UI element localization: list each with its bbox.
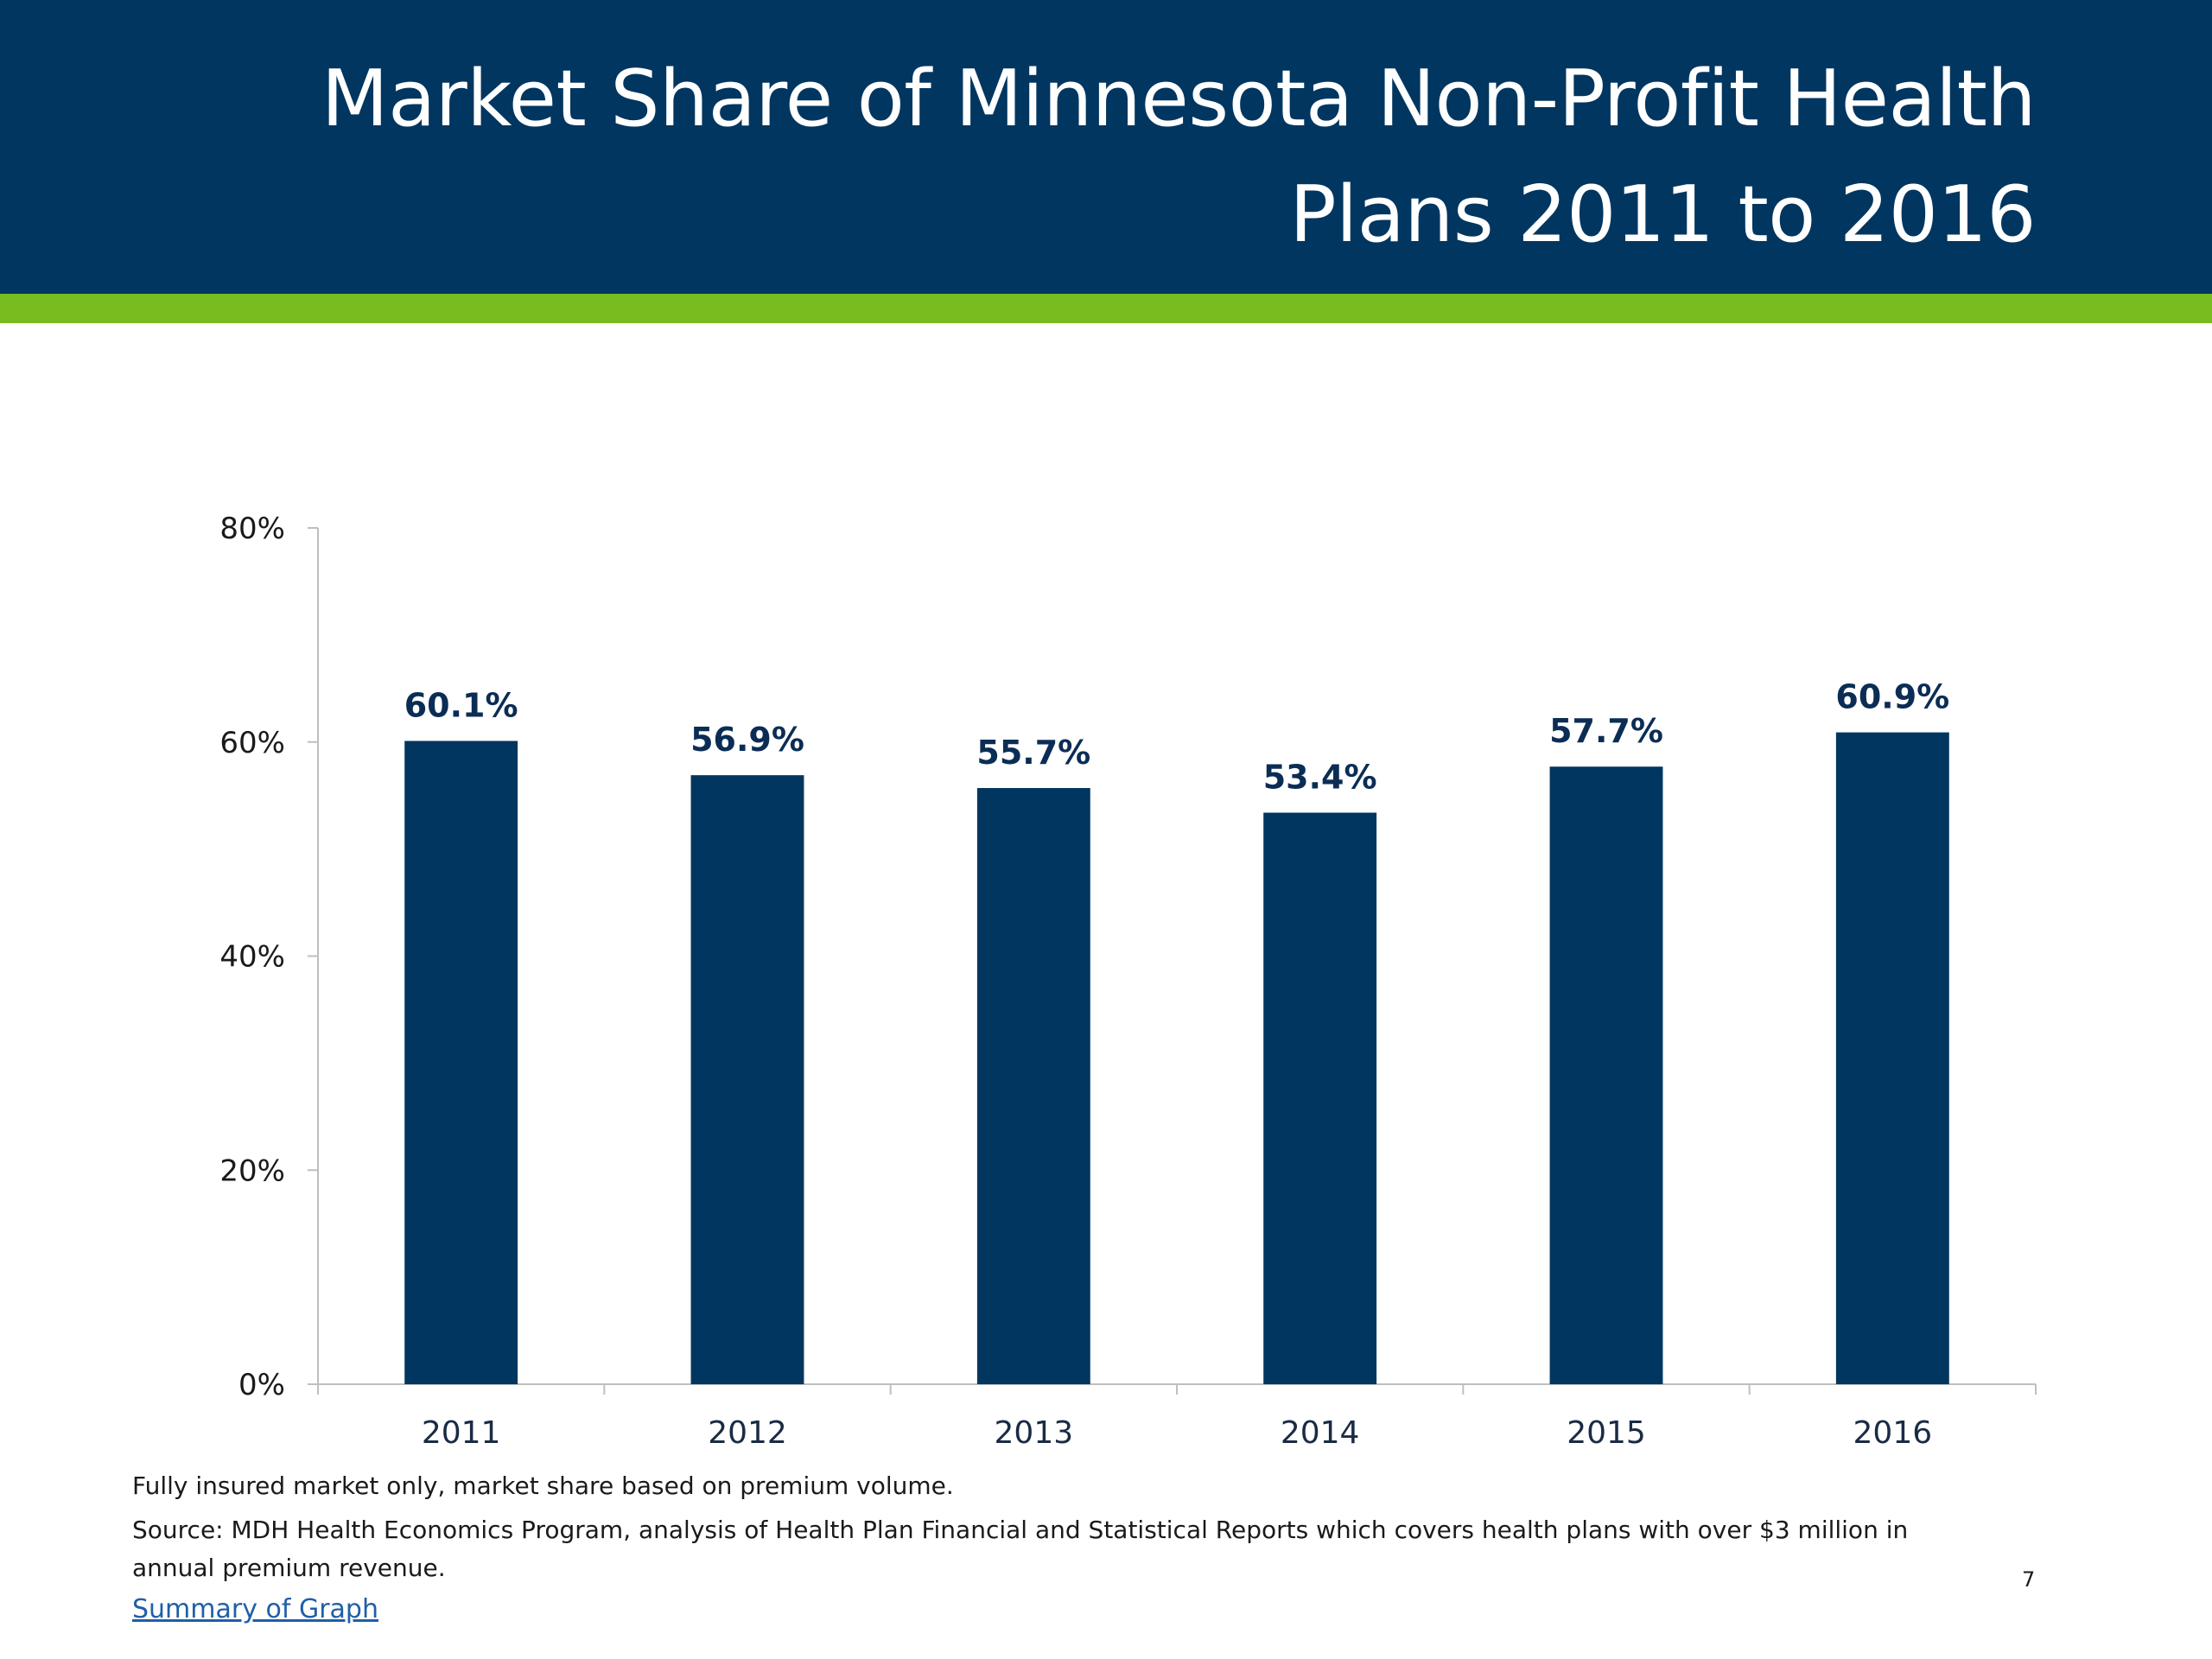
chart-bars — [404, 732, 1949, 1384]
title-banner: Market Share of Minnesota Non-Profit Hea… — [0, 0, 2212, 294]
bar — [1549, 766, 1663, 1384]
y-tick-label: 0% — [238, 1368, 285, 1402]
y-tick-label: 20% — [219, 1154, 285, 1188]
data-label: 53.4% — [1263, 759, 1377, 797]
data-label: 60.1% — [404, 687, 518, 725]
x-tick-label: 2013 — [995, 1415, 1074, 1451]
bar — [976, 788, 1090, 1384]
x-tick-label: 2012 — [708, 1415, 787, 1451]
bar — [690, 775, 804, 1384]
x-tick-label: 2014 — [1281, 1415, 1360, 1451]
summary-of-graph-link[interactable]: Summary of Graph — [132, 1594, 378, 1624]
x-tick-label: 2011 — [422, 1415, 501, 1451]
data-label: 56.9% — [690, 721, 804, 759]
bar — [1835, 732, 1949, 1384]
page-number: 7 — [2022, 1567, 2036, 1592]
y-tick-label: 40% — [219, 940, 285, 975]
x-tick-label: 2016 — [1853, 1415, 1933, 1451]
bar-chart: 0% 20% 40% 60% 80% 60.1% 2011 56.9% 2012 55.7% 201… — [219, 512, 2037, 1451]
slide-title: Market Share of Minnesota Non-Profit Hea… — [48, 41, 2037, 273]
chart-labels: 0% 20% 40% 60% 80% 60.1% 2011 56.9% 2012 55.7% 201… — [219, 512, 1949, 1451]
data-label: 60.9% — [1835, 678, 1949, 716]
accent-stripe — [0, 294, 2212, 323]
data-label: 55.7% — [976, 734, 1090, 772]
y-tick-label: 60% — [219, 726, 285, 760]
y-tick-label: 80% — [219, 512, 285, 546]
source-note: Source: MDH Health Economics Program, an… — [132, 1516, 1909, 1582]
slide-title-line-1: Market Share of Minnesota Non-Profit Hea… — [321, 54, 2037, 144]
x-tick-label: 2015 — [1567, 1415, 1646, 1451]
bar — [404, 741, 518, 1384]
chart-axes — [308, 527, 2037, 1395]
bar — [1263, 812, 1377, 1384]
chart-note: Fully insured market only, market share … — [132, 1471, 954, 1500]
slide-title-line-2: Plans 2011 to 2016 — [1289, 169, 2036, 260]
data-label: 57.7% — [1549, 712, 1663, 750]
